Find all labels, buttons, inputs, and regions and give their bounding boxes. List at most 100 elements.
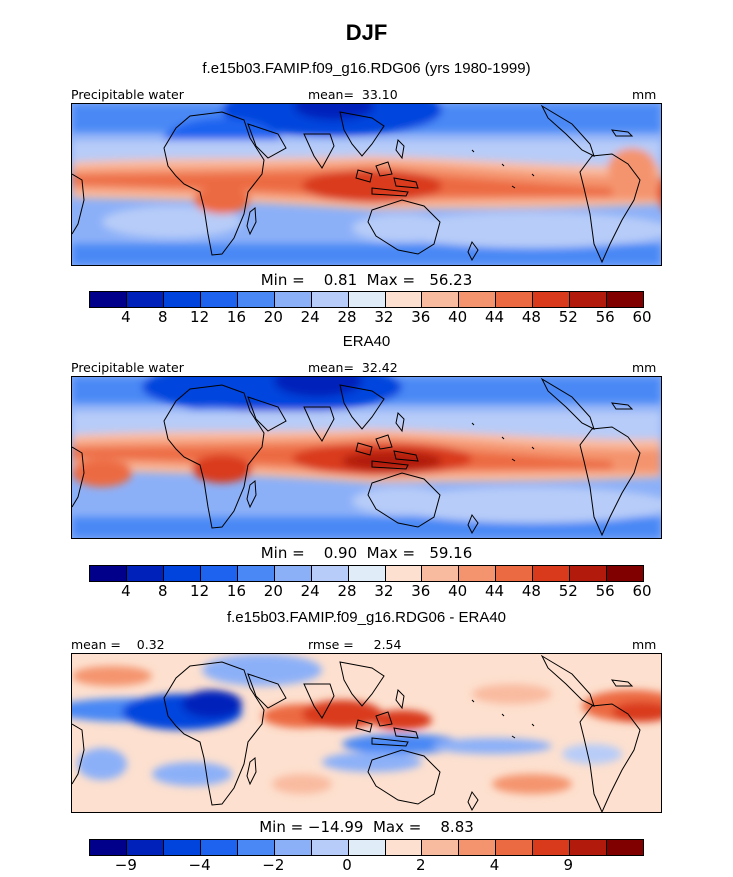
colorbar-swatch bbox=[237, 566, 275, 581]
colorbar-tick-label: 60 bbox=[632, 582, 652, 600]
colorbar-swatch bbox=[90, 840, 127, 855]
colorbar-tick-label: −2 bbox=[262, 856, 285, 874]
colorbar-swatch bbox=[385, 292, 423, 307]
colorbar-swatch bbox=[607, 840, 644, 855]
colorbar-tick-label: 12 bbox=[190, 582, 210, 600]
colorbar-swatch bbox=[533, 566, 571, 581]
colorbar-tick-label: 36 bbox=[411, 308, 431, 326]
colorbar-tick-label: 8 bbox=[157, 308, 168, 326]
colorbar-swatch bbox=[237, 840, 275, 855]
panel3-colorbar-ticks: −9 −4 −2 0 2 4 9 bbox=[89, 856, 642, 874]
colorbar-swatch bbox=[459, 840, 497, 855]
figure-title: DJF bbox=[345, 20, 388, 45]
colorbar-swatch bbox=[348, 840, 386, 855]
panel3-units-label: mm bbox=[632, 637, 657, 652]
panel2-colorbar bbox=[89, 565, 644, 582]
colorbar-swatch bbox=[311, 566, 349, 581]
colorbar-tick-label: 56 bbox=[595, 308, 615, 326]
panel3-title: f.e15b03.FAMIP.f09_g16.RDG06 - ERA40 bbox=[226, 609, 507, 626]
panel3-minmax: Min = −14.99 Max = 8.83 bbox=[259, 818, 474, 836]
colorbar-swatch bbox=[385, 566, 423, 581]
panel3-mean-label: mean = 0.32 bbox=[71, 637, 165, 652]
panel2-map bbox=[71, 376, 662, 539]
colorbar-tick-label: 24 bbox=[300, 308, 320, 326]
colorbar-tick-label: 52 bbox=[558, 582, 578, 600]
colorbar-tick-label: 32 bbox=[374, 308, 394, 326]
colorbar-swatch bbox=[126, 840, 164, 855]
colorbar-tick-label: 24 bbox=[300, 582, 320, 600]
colorbar-swatch bbox=[163, 840, 201, 855]
colorbar-swatch bbox=[570, 292, 608, 307]
colorbar-tick-label: 32 bbox=[374, 582, 394, 600]
colorbar-swatch bbox=[90, 292, 127, 307]
colorbar-tick-label: 16 bbox=[226, 308, 246, 326]
colorbar-swatch bbox=[459, 566, 497, 581]
colorbar-tick-label: 36 bbox=[411, 582, 431, 600]
colorbar-swatch bbox=[422, 292, 460, 307]
colorbar-swatch bbox=[570, 566, 608, 581]
colorbar-tick-label: 52 bbox=[558, 308, 578, 326]
colorbar-swatch bbox=[348, 566, 386, 581]
colorbar-swatch bbox=[422, 840, 460, 855]
colorbar-swatch bbox=[533, 840, 571, 855]
colorbar-tick-label: 48 bbox=[521, 582, 541, 600]
colorbar-tick-label: 44 bbox=[484, 582, 505, 600]
colorbar-tick-label: 48 bbox=[521, 308, 541, 326]
colorbar-tick-label: −9 bbox=[114, 856, 137, 874]
panel3-map bbox=[71, 653, 662, 813]
colorbar-swatch bbox=[274, 840, 312, 855]
colorbar-tick-label: 4 bbox=[121, 308, 131, 326]
colorbar-tick-label: −4 bbox=[188, 856, 211, 874]
colorbar-swatch bbox=[607, 292, 644, 307]
panel2-minmax: Min = 0.90 Max = 59.16 bbox=[260, 544, 473, 562]
colorbar-tick-label: 12 bbox=[190, 308, 210, 326]
colorbar-swatch bbox=[163, 292, 201, 307]
panel2-variable-label: Precipitable water bbox=[71, 360, 184, 375]
panel3-colorbar bbox=[89, 839, 644, 856]
panel3-map-field bbox=[72, 654, 661, 812]
colorbar-swatch bbox=[533, 292, 571, 307]
colorbar-swatch bbox=[348, 292, 386, 307]
panel1-colorbar-ticks: 4 8 12 16 20 24 28 32 36 40 44 48 52 56 60 bbox=[89, 308, 651, 326]
panel1-colorbar bbox=[89, 291, 644, 308]
panel2-map-field bbox=[72, 377, 661, 538]
panel1-variable-label: Precipitable water bbox=[71, 87, 184, 102]
colorbar-tick-label: 44 bbox=[484, 308, 505, 326]
colorbar-swatch bbox=[570, 840, 608, 855]
colorbar-tick-label: 20 bbox=[263, 582, 283, 600]
colorbar-swatch bbox=[200, 840, 238, 855]
colorbar-swatch bbox=[496, 292, 534, 307]
colorbar-tick-label: 28 bbox=[337, 582, 357, 600]
colorbar-tick-label: 8 bbox=[157, 582, 168, 600]
panel1-map bbox=[71, 103, 662, 266]
panel2-colorbar-ticks: 4 8 12 16 20 24 28 32 36 40 44 48 52 56 60 bbox=[89, 582, 651, 600]
colorbar-swatch bbox=[311, 292, 349, 307]
colorbar-swatch bbox=[274, 566, 312, 581]
panel2-title: ERA40 bbox=[342, 333, 391, 350]
colorbar-swatch bbox=[607, 566, 644, 581]
panel1-units-label: mm bbox=[632, 87, 657, 102]
colorbar-swatch bbox=[126, 292, 164, 307]
panel1-title: f.e15b03.FAMIP.f09_g16.RDG06 (yrs 1980-1… bbox=[202, 60, 531, 77]
colorbar-tick-label: 2 bbox=[416, 856, 426, 874]
colorbar-swatch bbox=[126, 566, 164, 581]
colorbar-tick-label: 4 bbox=[121, 582, 131, 600]
colorbar-tick-label: 4 bbox=[489, 856, 500, 874]
colorbar-tick-label: 20 bbox=[263, 308, 283, 326]
colorbar-swatch bbox=[90, 566, 127, 581]
panel2-units-label: mm bbox=[632, 360, 657, 375]
colorbar-tick-label: 56 bbox=[595, 582, 615, 600]
colorbar-swatch bbox=[274, 292, 312, 307]
colorbar-swatch bbox=[459, 292, 497, 307]
colorbar-swatch bbox=[311, 840, 349, 855]
colorbar-swatch bbox=[422, 566, 460, 581]
colorbar-swatch bbox=[496, 840, 534, 855]
colorbar-swatch bbox=[200, 292, 238, 307]
colorbar-tick-label: 40 bbox=[448, 308, 468, 326]
colorbar-swatch bbox=[163, 566, 201, 581]
panel1-minmax: Min = 0.81 Max = 56.23 bbox=[260, 271, 473, 289]
panel1-mean-label: mean= 33.10 bbox=[308, 87, 398, 102]
panel1-map-field bbox=[72, 104, 661, 265]
colorbar-tick-label: 16 bbox=[226, 582, 246, 600]
colorbar-swatch bbox=[237, 292, 275, 307]
